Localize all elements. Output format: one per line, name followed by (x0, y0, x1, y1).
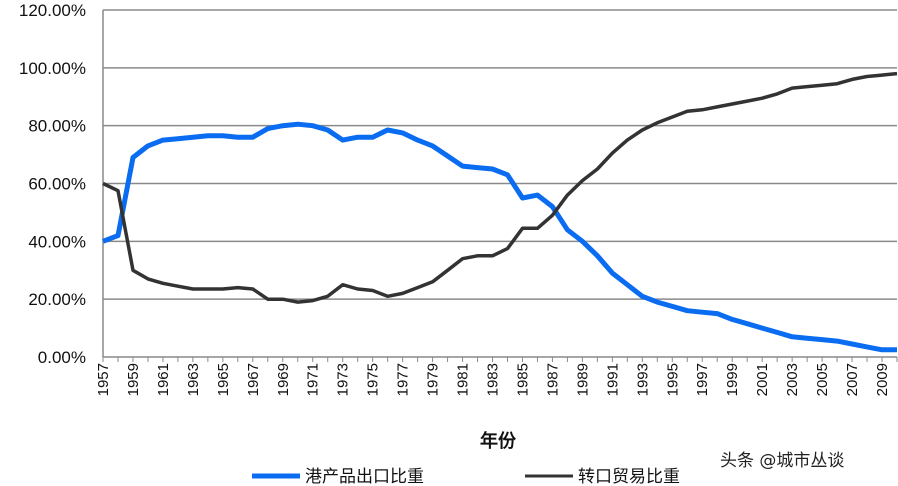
series-line-1 (102, 121, 897, 353)
x-tick-label: 1975 (365, 363, 382, 396)
series-lines (102, 71, 898, 353)
x-axis: 1957 1959 1961 1963 1965 1967 1969 1971 1973 1975… (95, 10, 898, 396)
x-tick-label: 1993 (634, 363, 651, 396)
y-tick-label: 40.00% (28, 232, 86, 251)
x-tick-label: 1983 (485, 363, 502, 396)
x-tick-label: 1965 (215, 363, 232, 396)
watermark: 头条 @城市丛谈 (720, 451, 844, 471)
x-tick-label: 1999 (724, 363, 741, 396)
series-line-2 (102, 71, 898, 304)
y-tick-label: 80.00% (28, 117, 86, 136)
x-tick-label: 2003 (784, 363, 801, 396)
x-tick-label: 1961 (155, 363, 172, 396)
x-tick-label: 1967 (245, 363, 262, 396)
x-tick-label: 2007 (844, 363, 861, 396)
x-tick-label: 1959 (125, 363, 142, 396)
legend: 港产品出口比重 转口贸易比重 (252, 467, 680, 486)
x-tick-label: 1995 (664, 363, 681, 396)
x-tick-label: 1997 (694, 363, 711, 396)
y-axis-ticks: 0.00% 20.00% 40.00% 60.00% 80.00% 100.00% 120.… (19, 1, 86, 367)
y-tick-label: 100.00% (19, 59, 86, 78)
x-tick-label: 1985 (514, 363, 531, 396)
y-tick-label: 120.00% (19, 1, 86, 20)
x-tick-label: 1977 (395, 363, 412, 396)
y-tick-label: 20.00% (28, 290, 86, 309)
x-tick-label: 1991 (604, 363, 621, 396)
x-tick-label: 2009 (874, 363, 891, 396)
x-tick-label: 2001 (754, 363, 771, 396)
x-tick-label: 1973 (335, 363, 352, 396)
x-tick-label: 1971 (305, 363, 322, 396)
x-tick-label: 1969 (275, 363, 292, 396)
x-tick-label: 1957 (95, 363, 112, 396)
x-tick-label: 2005 (814, 363, 831, 396)
x-tick-label: 1989 (574, 363, 591, 396)
y-tick-label: 60.00% (28, 175, 86, 194)
x-tick-label: 1987 (544, 363, 561, 396)
y-tick-label: 0.00% (38, 348, 86, 367)
x-tick-label: 1963 (185, 363, 202, 396)
gridlines (103, 9, 897, 300)
x-tick-label: 1981 (455, 363, 472, 396)
x-tick-label: 1979 (425, 363, 442, 396)
legend-label-series-2: 转口贸易比重 (578, 467, 680, 486)
legend-label-series-1: 港产品出口比重 (305, 467, 424, 486)
x-axis-title: 年份 (480, 430, 517, 452)
